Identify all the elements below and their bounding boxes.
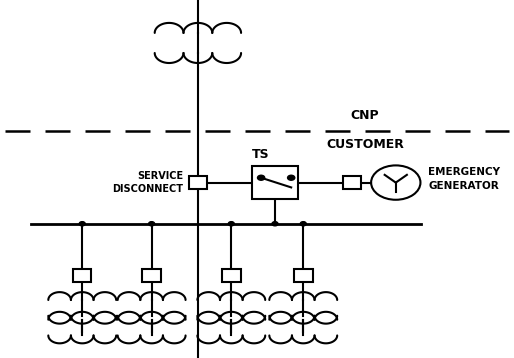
Text: SERVICE
DISCONNECT: SERVICE DISCONNECT [113, 171, 183, 194]
Text: CNP: CNP [351, 109, 379, 122]
Text: CUSTOMER: CUSTOMER [326, 138, 404, 151]
Circle shape [272, 222, 278, 226]
Bar [343, 176, 361, 189]
Bar [73, 269, 91, 282]
Bar [189, 176, 207, 189]
Bar [142, 269, 161, 282]
Circle shape [228, 222, 234, 226]
Circle shape [149, 222, 155, 226]
Circle shape [258, 175, 265, 180]
Circle shape [287, 175, 295, 180]
Circle shape [300, 222, 306, 226]
Text: EMERGENCY
GENERATOR: EMERGENCY GENERATOR [428, 168, 500, 190]
Circle shape [79, 222, 85, 226]
Bar [294, 269, 313, 282]
Text: TS: TS [252, 148, 269, 161]
Bar [222, 269, 241, 282]
Bar [252, 166, 298, 199]
